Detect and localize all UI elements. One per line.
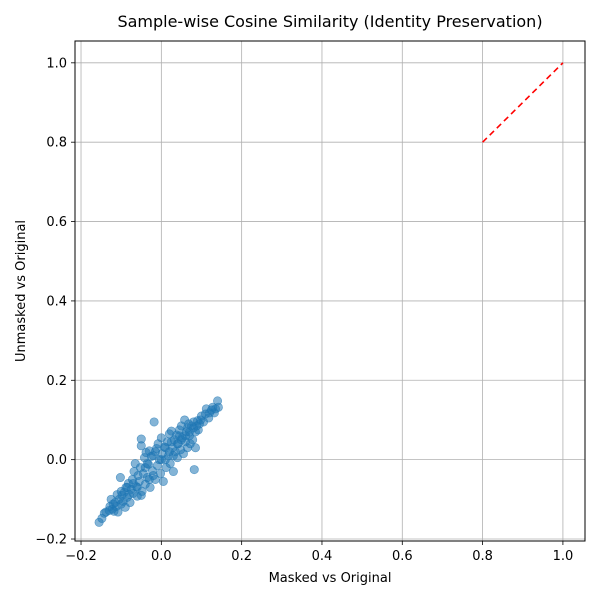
- scatter-point: [136, 490, 146, 500]
- scatter-point: [158, 476, 168, 486]
- y-tick-label: 1.0: [46, 56, 67, 71]
- x-axis-label: Masked vs Original: [269, 571, 392, 586]
- scatter-point: [113, 507, 123, 517]
- x-tick-label: −0.2: [65, 549, 97, 564]
- reference-line: [482, 62, 564, 143]
- scatter-point: [182, 423, 192, 433]
- scatter-point: [166, 437, 176, 447]
- chart-title: Sample-wise Cosine Similarity (Identity …: [117, 12, 542, 31]
- scatter-point: [156, 455, 166, 465]
- scatter-point: [188, 435, 198, 445]
- scatter-point: [213, 402, 223, 412]
- x-tick-label: 0.6: [392, 549, 413, 564]
- y-tick-label: −0.2: [35, 533, 67, 548]
- x-tick-label: 0.8: [472, 549, 493, 564]
- y-tick-label: 0.6: [46, 215, 67, 230]
- y-tick-label: 0.2: [46, 374, 67, 389]
- scatter-point: [125, 498, 135, 508]
- scatter-point: [145, 482, 155, 492]
- y-tick-label: 0.4: [46, 294, 67, 309]
- scatter-point: [168, 451, 178, 461]
- scatter-point: [142, 459, 152, 469]
- data-series: [94, 62, 564, 527]
- scatter-point: [168, 467, 178, 477]
- scatter-point: [122, 482, 132, 492]
- y-tick-label: 0.8: [46, 136, 67, 151]
- scatter-point: [190, 443, 200, 453]
- axis-ticks: −0.2 0.0 0.2 0.4 0.6 0.8 1.0 −0.2 0.0 0.2 0.4 0.6 0.…: [35, 56, 573, 564]
- scatter-point: [115, 473, 125, 483]
- y-axis-label: Unmasked vs Original: [14, 220, 29, 362]
- plot-area-frame: [74, 40, 586, 542]
- x-tick-label: 0.4: [312, 549, 333, 564]
- scatter-point: [174, 431, 184, 441]
- scatter-point: [150, 447, 160, 457]
- scatter-point: [189, 465, 199, 475]
- x-tick-label: 0.0: [151, 549, 172, 564]
- grid: [75, 41, 585, 541]
- scatter-point: [160, 443, 170, 453]
- y-tick-label: 0.0: [46, 453, 67, 468]
- scatter-point: [136, 441, 146, 451]
- scatter-point: [165, 459, 175, 469]
- x-tick-label: 1.0: [553, 549, 574, 564]
- x-tick-label: 0.2: [231, 549, 252, 564]
- scatter-point: [149, 417, 159, 427]
- scatter-point: [144, 474, 154, 484]
